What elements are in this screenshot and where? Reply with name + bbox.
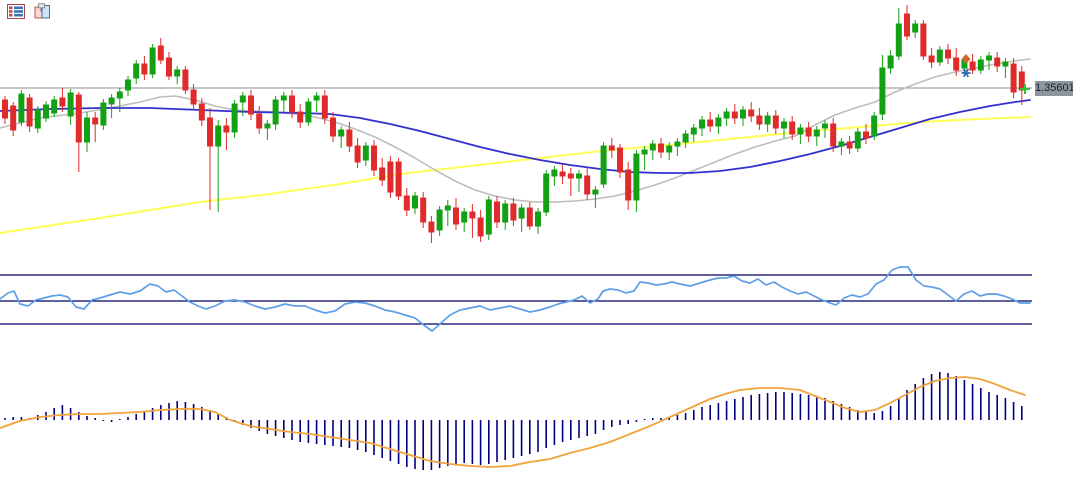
main-price-panel (0, 5, 1032, 243)
last-price-plus-marker (1020, 84, 1030, 94)
candlestick-series (2, 5, 1025, 243)
oscillator-panel (0, 266, 1032, 332)
indicator-list-icon-glyph (7, 3, 25, 19)
star-marker (961, 68, 971, 78)
oscillator-line (0, 266, 1031, 332)
last-price-label: 1.35601 (1035, 81, 1073, 96)
ma-yellow-line (0, 116, 1031, 234)
signal-line (0, 376, 1026, 468)
indicator-list-icon[interactable] (7, 3, 26, 20)
paste-template-icon[interactable] (33, 3, 52, 20)
chart-toolbar (7, 3, 52, 20)
paste-template-icon-glyph (34, 3, 50, 19)
histogram-panel (0, 372, 1026, 470)
diamond-marker (961, 54, 971, 64)
ma-blue-line (0, 99, 1031, 174)
histogram-bars (4, 372, 1023, 470)
